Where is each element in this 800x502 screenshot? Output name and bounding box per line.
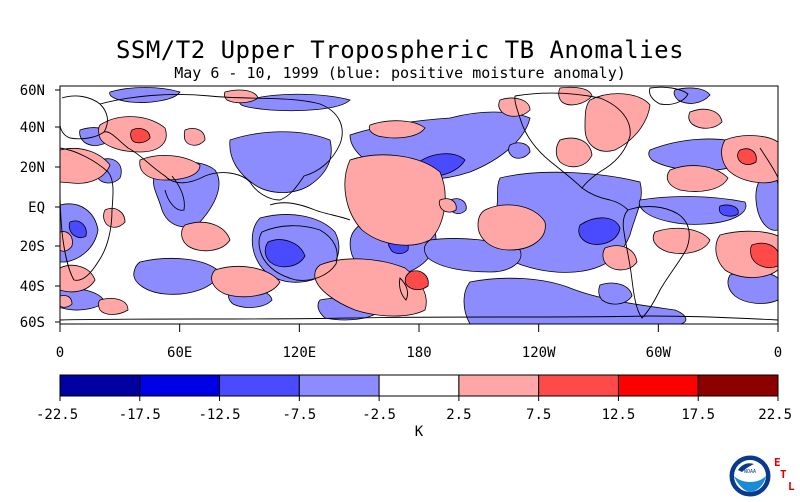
noaa-etl-logo: NOAA E T L — [728, 452, 798, 498]
logo-letter-e: E — [774, 456, 781, 469]
colorbar-swatch — [378, 374, 460, 397]
map-subtitle: May 6 - 10, 1999 (blue: positive moistur… — [174, 64, 626, 82]
anomaly-region-red — [344, 154, 446, 246]
colorbar-tick-label: -22.5 — [36, 407, 78, 423]
colorbar-tick-label: -2.5 — [362, 407, 396, 423]
anomaly-region-red — [558, 86, 593, 106]
colorbar-tick-label: -17.5 — [119, 407, 161, 423]
anomaly-region-red — [404, 270, 429, 290]
anomaly-region-red — [737, 148, 757, 165]
anomaly-region-red — [555, 137, 593, 168]
anomaly-region-red — [60, 231, 73, 252]
colorbar-tick-label: 12.5 — [602, 407, 636, 423]
anomaly-region-red — [498, 97, 531, 117]
anomaly-region-red — [602, 245, 638, 271]
anomaly-region-red — [750, 242, 778, 268]
lat-label: 60N — [20, 83, 45, 99]
coastline-antarctica — [60, 315, 778, 321]
coastline-north-america — [514, 92, 631, 189]
coastline-central-america — [581, 187, 629, 211]
anomaly-region-red — [60, 264, 96, 293]
lat-label: EQ — [28, 200, 45, 216]
noaa-emblem-icon: NOAA — [729, 455, 771, 497]
latitude-axis: 60N 40N 20N EQ 20S 40S 60S — [20, 83, 60, 331]
coastline-new-zealand — [399, 277, 409, 301]
colorbar-swatch — [59, 374, 141, 397]
anomaly-region-red — [103, 207, 126, 228]
lat-label: 40N — [20, 120, 45, 136]
colorbar-tick-label: -7.5 — [282, 407, 316, 423]
anomaly-region-red — [314, 258, 427, 317]
colorbar-swatch — [697, 374, 779, 397]
anomaly-region-red — [130, 128, 151, 144]
colorbar-swatch — [219, 374, 300, 397]
anomaly-region-blue — [229, 131, 332, 193]
colorbar-swatch — [139, 374, 221, 397]
coastline-africa — [60, 147, 114, 281]
anomaly-region-red — [584, 93, 651, 152]
coastline-asia — [99, 93, 343, 201]
coastline-australia — [258, 225, 338, 281]
anomaly-region-blue — [264, 239, 306, 268]
logo-letter-l: L — [788, 480, 795, 493]
anomaly-region-blue — [463, 277, 687, 324]
anomaly-region-red — [60, 148, 111, 184]
anomaly-region-red — [98, 298, 129, 315]
coastlines — [60, 86, 778, 321]
anomaly-region-red — [477, 204, 546, 251]
colorbar-swatch — [298, 374, 380, 397]
coastline-india — [164, 175, 185, 211]
lon-label: 60E — [167, 345, 192, 361]
anomaly-region-red — [688, 108, 723, 129]
anomaly-region-blue — [68, 220, 87, 238]
lat-label: 60S — [20, 315, 45, 331]
lon-label: 120W — [522, 345, 556, 361]
colorbar-tick-label: 17.5 — [681, 407, 715, 423]
anomaly-region-red — [224, 89, 259, 104]
coastline-indonesia — [269, 202, 351, 221]
lon-label: 0 — [774, 345, 782, 361]
lon-label: 180 — [406, 345, 431, 361]
anomaly-field — [60, 86, 778, 324]
map-title: SSM/T2 Upper Tropospheric TB Anomalies — [115, 36, 685, 64]
anomaly-region-red — [438, 198, 457, 213]
lon-label: 60W — [646, 345, 672, 361]
colorbar-swatch — [617, 374, 699, 397]
logo-letter-t: T — [780, 468, 787, 481]
anomaly-region-blue — [598, 282, 633, 305]
anomaly-region-red — [211, 266, 281, 298]
colorbar-tick-label: 7.5 — [526, 407, 551, 423]
colorbar-tick-label: -12.5 — [198, 407, 240, 423]
anomaly-region-red — [666, 165, 729, 192]
anomaly-region-blue — [638, 196, 747, 225]
anomaly-region-blue — [718, 204, 739, 217]
lon-label: 0 — [56, 345, 64, 361]
anomaly-region-red — [368, 120, 426, 139]
colorbar-swatch — [458, 374, 540, 397]
anomaly-region-red — [181, 221, 231, 252]
longitude-axis: 0 60E 120E 180 120W 60W 0 — [56, 324, 782, 361]
anomaly-region-red — [139, 155, 201, 181]
colorbar-unit-label: K — [415, 424, 424, 440]
colorbar-tick-label: 2.5 — [446, 407, 471, 423]
anomaly-region-blue — [578, 217, 621, 245]
positive-anomaly-regions — [60, 86, 778, 317]
coastline-south-america — [622, 206, 690, 319]
lat-label: 40S — [20, 279, 45, 295]
anomaly-region-red — [60, 295, 73, 308]
anomaly-region-blue — [508, 142, 531, 159]
lon-label: 120E — [282, 345, 316, 361]
lat-label: 20S — [20, 239, 45, 255]
colorbar: -22.5 -17.5 -12.5 -7.5 -2.5 2.5 7.5 12.5 17.5 22.… — [36, 374, 792, 423]
coastline-africa-east — [759, 147, 778, 179]
colorbar-swatch — [538, 374, 619, 397]
anomaly-region-blue — [133, 258, 221, 295]
coastline-greenland — [649, 86, 689, 105]
colorbar-tick-label: 22.5 — [758, 407, 792, 423]
lat-label: 20N — [20, 160, 45, 176]
anomaly-region-red — [183, 128, 206, 146]
anomaly-region-red — [652, 227, 711, 254]
svg-text:NOAA: NOAA — [744, 469, 756, 475]
